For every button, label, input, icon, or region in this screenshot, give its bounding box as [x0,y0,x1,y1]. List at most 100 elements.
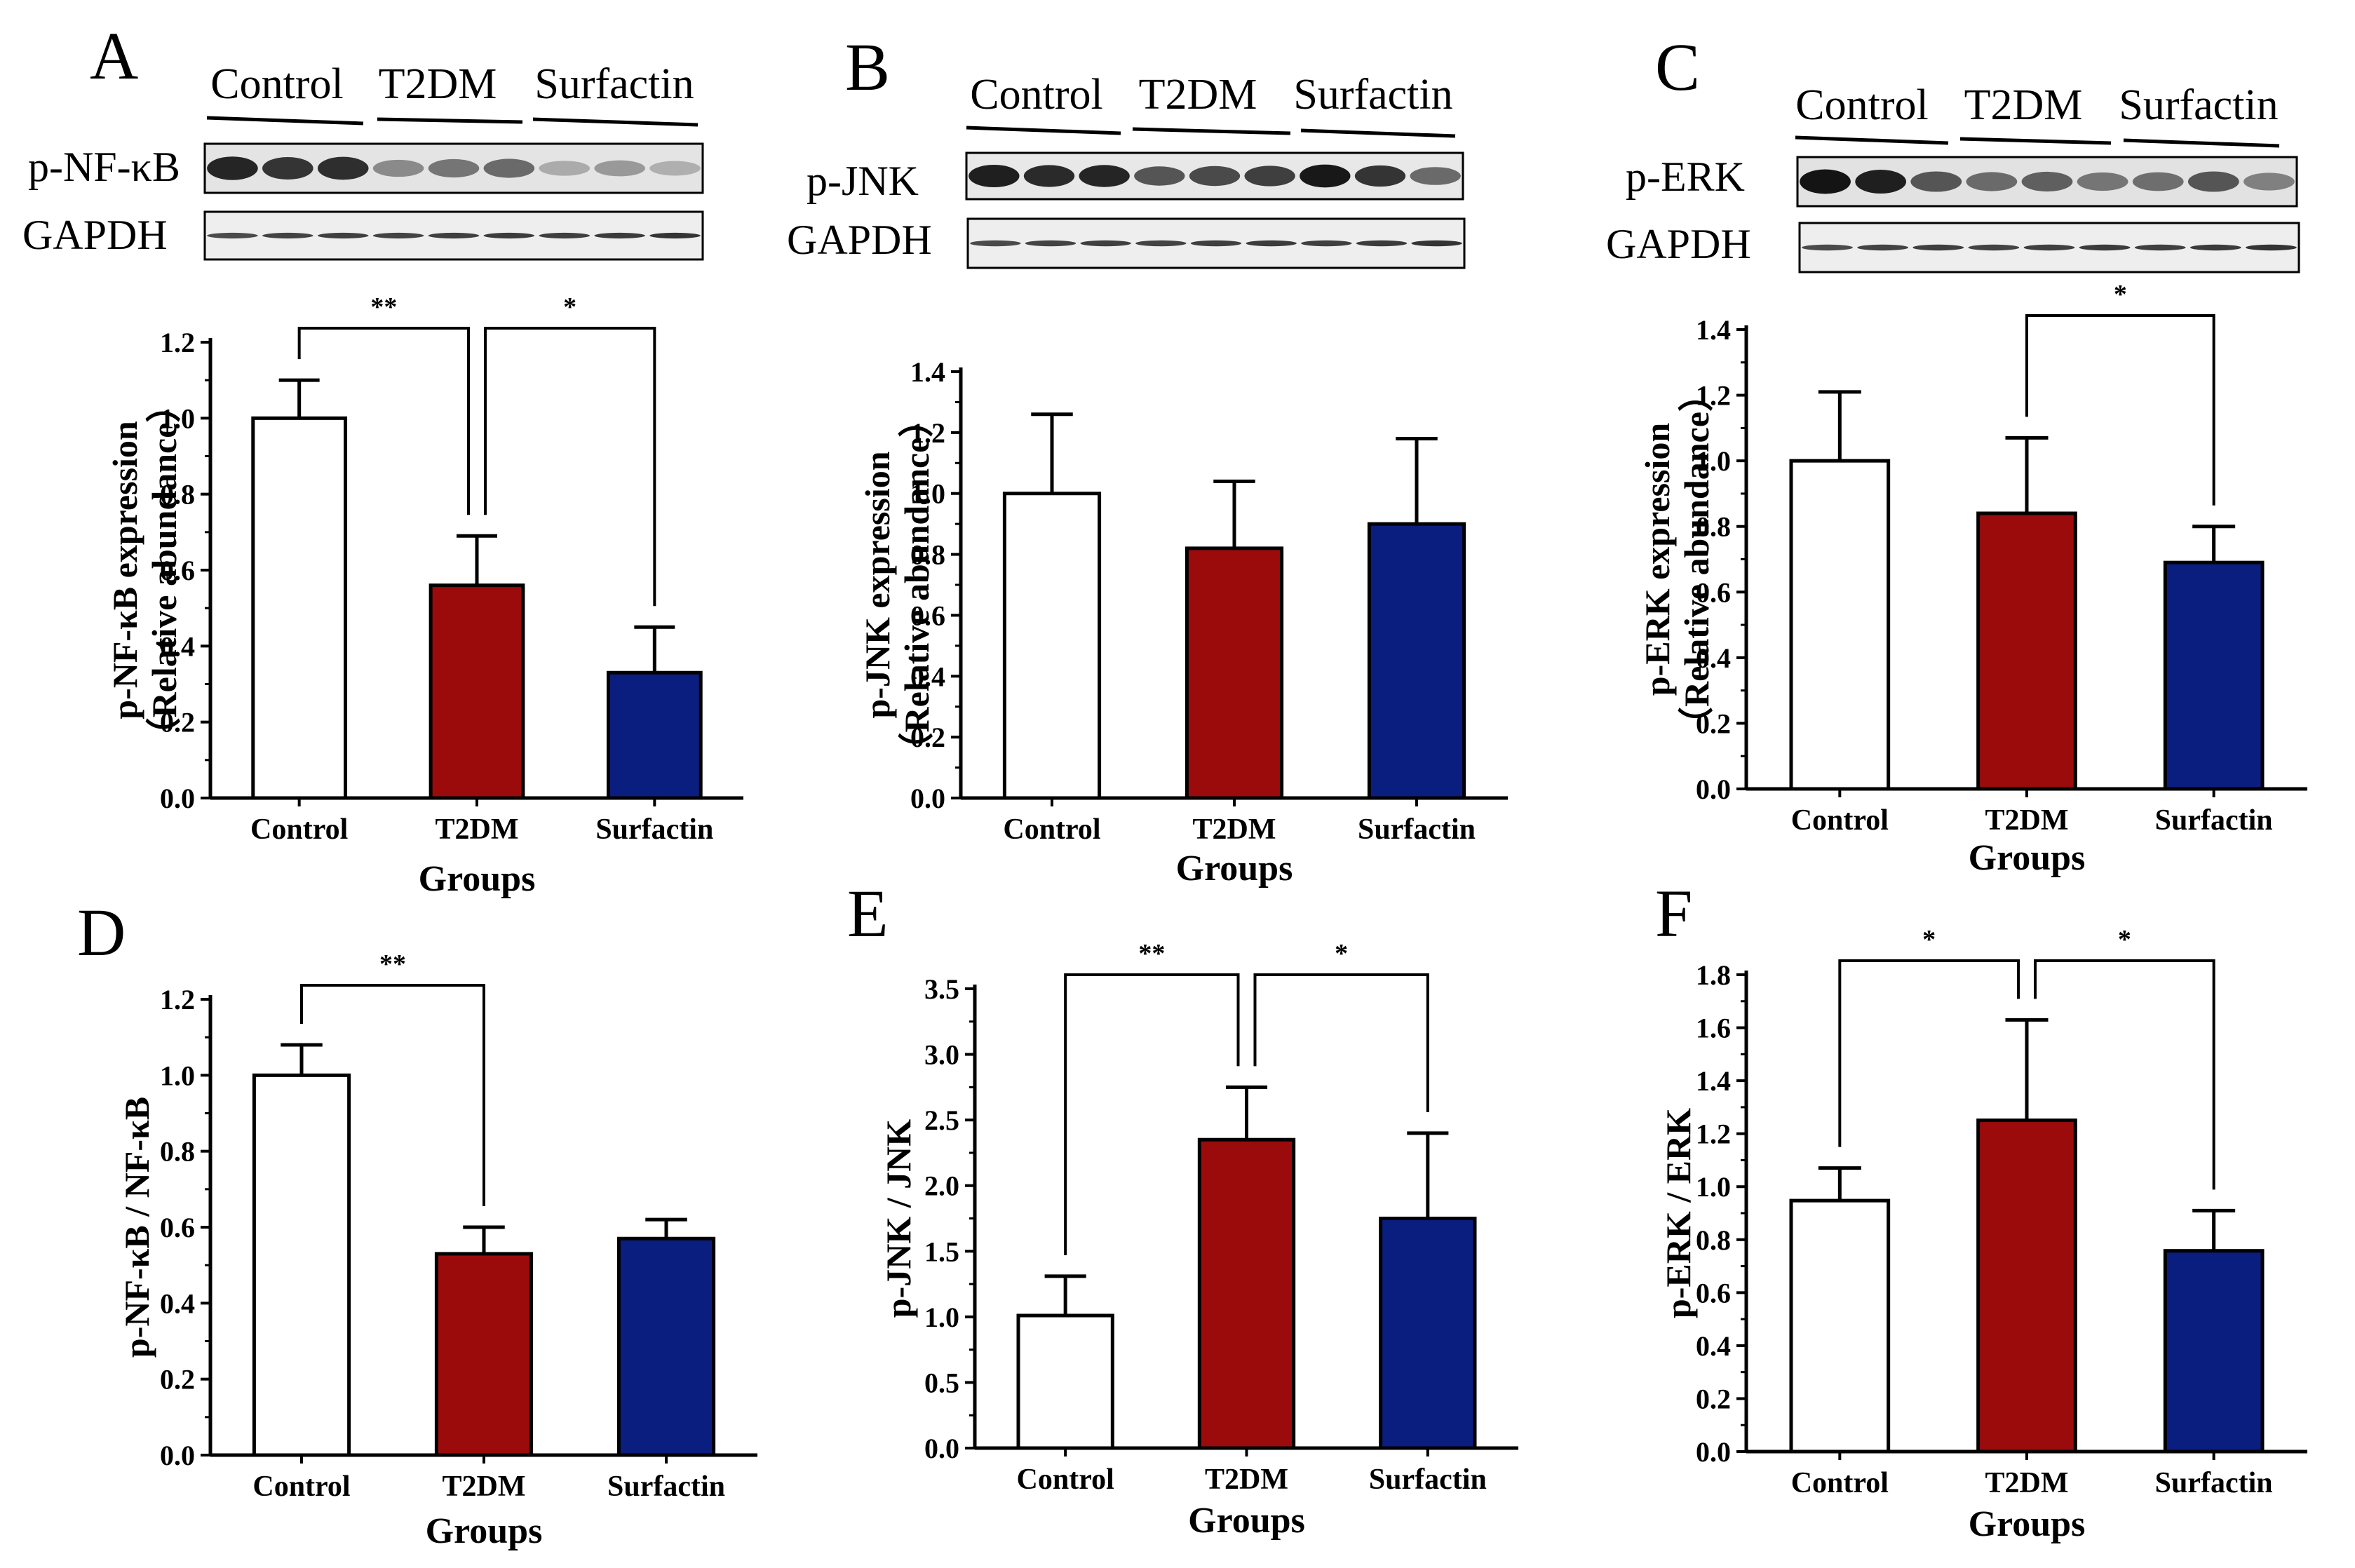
chart-d-significance-bracket [300,984,485,1206]
chart-a-significance-label: ** [370,292,397,322]
blot-a-group-line-t2dm [377,117,523,124]
chart-d-y-tick-label: 0.6 [160,1212,195,1243]
chart-a-x-tick-label-control: Control [250,813,348,846]
panel-letter-b: B [845,29,890,104]
blot-b-gapdh-band-1 [970,240,1021,247]
blot-a-gapdh-bands [207,232,701,239]
chart-f: 0.0 0.2 0.4 0.6 0.8 1.0 1.2 1.4 1.6 1.8 Control T2D… [1659,925,2307,1544]
chart-e-bar-t2dm [1197,1137,1296,1450]
blot-b-gapdh-text: GAPDH [787,217,932,263]
chart-b-y-tick-label: 0.8 [910,539,945,571]
chart-b-y-tick-label: 0.0 [910,783,945,814]
chart-f-significance-bracket [1838,959,2020,1147]
blot-c-protein-band-8 [2187,171,2239,192]
blot-a-group-line-control [206,116,364,126]
blot-a-gapdh-band-9 [649,232,701,239]
blot-b-gapdh-band-5 [1190,240,1242,247]
panel-letter-c: C [1655,29,1700,104]
blot-c-gapdh-band-9 [2246,244,2297,251]
chart-a-x-tick-label-t2dm: T2DM [436,813,519,846]
blot-c-group-control: Control [1795,81,1928,129]
blot-a-gapdh-band-5 [428,232,480,239]
chart-c-y-tick-label: 0.8 [1696,511,1731,543]
chart-e-x-tick-label-t2dm: T2DM [1205,1464,1288,1496]
chart-f-y-tick-label: 0.8 [1696,1224,1731,1256]
blot-b-gapdh-band-2 [1025,240,1077,247]
chart-f-y-tick-label: 0.4 [1696,1330,1731,1362]
blot-a-gapdh-band-8 [594,232,645,239]
chart-b-x-axis-title: Groups [1176,849,1293,888]
blot-c-gapdh-band-8 [2189,244,2241,251]
blot-b-gapdh-band-6 [1246,240,1297,247]
chart-d-x-axis-title: Groups [426,1511,543,1551]
chart-c-x-tick-label-control: Control [1791,804,1889,837]
chart-a-y-tick-label: 0.6 [160,555,195,586]
blot-c-protein-band-7 [2132,172,2184,191]
chart-f-y-tick-label: 1.2 [1696,1118,1731,1150]
chart-c-y-tick-label: 1.4 [1696,314,1731,346]
chart-e-y-tick-label: 3.5 [924,973,959,1005]
chart-a-y-tick-label: 1.2 [160,327,195,358]
blot-b-gapdh-band-9 [1411,240,1462,247]
chart-b-x-tick-label-t2dm: T2DM [1193,813,1276,846]
chart-e-bar-control [1016,1313,1114,1450]
chart-c-x-tick-label-t2dm: T2DM [1985,804,2069,837]
chart-b: 0.0 0.2 0.4 0.6 0.8 1.0 1.2 1.4 Control T2DM Surfa… [858,356,1508,888]
chart-b-bar-t2dm [1185,546,1284,800]
blot-b: Control T2DM Surfactin p-JNK T2DM GAPDH [787,71,1466,269]
blot-a: Control T2DM Surfactin p-NF-κB GAPDH [22,60,704,261]
chart-c-bar-surfactin [2163,560,2265,791]
chart-a-bar-t2dm [429,583,525,800]
chart-b-y-axis-title: p-JNK expression（Relative abundance） [858,403,936,768]
blot-a-group-surfactin: Surfactin [534,60,694,108]
chart-c-y-axis-title: p-ERK expression（Relative abundance） [1638,377,1716,742]
chart-e-y-tick-label: 0.5 [924,1367,959,1398]
chart-c-bar-control [1789,459,1891,791]
blot-b-gapdh-band-8 [1356,240,1408,247]
chart-a-y-tick-label: 0.2 [160,707,195,738]
chart-e: 0.0 0.5 1.0 1.5 2.0 2.5 3.0 3.5 Control T2DM Surfa… [879,939,1518,1541]
chart-b-y-tick-label: 1.2 [910,417,945,449]
chart-a-x-tick-label-surfactin: Surfactin [595,813,713,846]
chart-d-x-tick-label-control: Control [252,1471,350,1503]
blot-c-protein-band-5 [2021,171,2073,192]
chart-c-y-axis-title-line: p-ERK expression [1638,423,1677,696]
chart-f-bar-surfactin [2163,1249,2265,1454]
chart-b-bar-control [1002,492,1102,800]
chart-f-y-tick-label: 0.6 [1696,1277,1731,1309]
panel-letter-a: A [90,18,138,93]
blot-a-gapdh-band-3 [317,232,369,239]
chart-c-y-tick-label: 0.2 [1696,708,1731,739]
chart-b-y-tick-label: 0.4 [910,661,945,692]
chart-e-significance-label: * [1335,939,1348,968]
chart-a-x-axis-title: Groups [419,859,536,899]
blot-b-protein-band-9 [1410,167,1461,185]
chart-d-bar-surfactin [616,1236,716,1457]
blot-c-gapdh-bands [1802,244,2297,251]
chart-e-significance-bracket [1064,973,1240,1255]
blot-c-protein-band-3 [1910,171,1962,192]
chart-c-y-axis-title-line: （Relative abundance） [1677,377,1716,742]
chart-d-y-tick-label: 0.0 [160,1440,195,1471]
blot-a-protein-band-8 [594,160,645,177]
chart-f-x-tick-label-t2dm: T2DM [1985,1467,2069,1499]
chart-d-significance-label: ** [379,949,406,979]
blot-b-group-t2dm: T2DM [1139,71,1257,119]
blot-c-protein-band-2 [1855,169,1907,194]
blot-a-protein-band-7 [539,161,591,176]
blot-b-protein-band-7 [1300,164,1351,188]
blot-a-protein-band-9 [649,161,701,176]
panel-letter-d: D [77,895,126,970]
chart-e-y-axis-title: p-JNK / JNK [879,1119,918,1318]
chart-c-y-tick-label: 1.2 [1696,380,1731,412]
chart-f-y-tick-label: 1.8 [1696,959,1731,991]
blot-c-protein-band-1 [1800,169,1851,194]
blot-a-gapdh-band-4 [372,232,424,239]
panel-letter-e: E [847,876,889,951]
chart-b-y-tick-label: 1.4 [910,356,945,388]
blot-b-group-surfactin: Surfactin [1293,71,1452,119]
chart-c-y-tick-label: 0.0 [1696,773,1731,805]
chart-d-y-tick-label: 0.4 [160,1287,195,1319]
chart-f-significance-bracket [2034,959,2215,1190]
chart-e-y-tick-label: 3.0 [924,1039,959,1071]
